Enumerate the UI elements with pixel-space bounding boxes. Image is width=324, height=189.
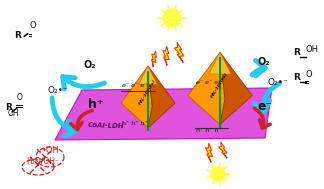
Polygon shape: [188, 52, 225, 124]
Circle shape: [211, 167, 225, 181]
Text: O: O: [306, 70, 313, 79]
Text: CoAl-LDH: CoAl-LDH: [88, 122, 125, 129]
FancyArrowPatch shape: [52, 98, 75, 136]
Text: h⁺ h⁺ h⁺: h⁺ h⁺ h⁺: [122, 121, 148, 126]
Text: O₂: O₂: [83, 60, 96, 70]
Text: h⁺: h⁺: [88, 98, 103, 111]
Polygon shape: [163, 46, 169, 66]
FancyArrowPatch shape: [71, 111, 92, 130]
Text: e⁻: e⁻: [258, 100, 273, 113]
Polygon shape: [55, 88, 272, 140]
Circle shape: [208, 164, 228, 184]
Polygon shape: [209, 52, 231, 74]
Text: H₂O/OH⁻: H₂O/OH⁻: [26, 156, 59, 165]
Text: e⁻ e⁻ e⁻: e⁻ e⁻ e⁻: [196, 80, 221, 85]
FancyArrowPatch shape: [254, 83, 280, 112]
Polygon shape: [139, 66, 157, 84]
FancyArrowPatch shape: [254, 108, 270, 128]
FancyArrowPatch shape: [63, 77, 104, 89]
Text: MIL-100(Fe): MIL-100(Fe): [210, 72, 229, 99]
Circle shape: [159, 5, 185, 31]
Text: MIL-100(Fe): MIL-100(Fe): [138, 79, 157, 106]
Circle shape: [163, 9, 181, 27]
Text: O₂•⁻: O₂•⁻: [268, 78, 289, 87]
Text: O: O: [30, 21, 37, 30]
Polygon shape: [205, 143, 213, 162]
Text: h⁺ h⁺ h⁺: h⁺ h⁺ h⁺: [196, 128, 222, 133]
Polygon shape: [220, 52, 252, 124]
Text: O₂: O₂: [258, 57, 271, 67]
Text: R: R: [14, 31, 21, 40]
Text: R: R: [293, 73, 300, 82]
Polygon shape: [121, 66, 152, 128]
Polygon shape: [174, 42, 184, 63]
Text: •OH: •OH: [42, 146, 60, 155]
Polygon shape: [219, 142, 227, 158]
Text: OH: OH: [8, 109, 20, 118]
Text: R: R: [5, 103, 12, 112]
Text: O₂•⁻: O₂•⁻: [48, 86, 69, 95]
Text: OH: OH: [306, 45, 319, 54]
Text: e⁻ e⁻ e⁻: e⁻ e⁻ e⁻: [122, 83, 147, 88]
Polygon shape: [148, 66, 175, 128]
FancyArrowPatch shape: [252, 60, 265, 76]
Text: R: R: [293, 48, 300, 57]
Text: O: O: [17, 93, 23, 102]
Polygon shape: [152, 51, 156, 67]
